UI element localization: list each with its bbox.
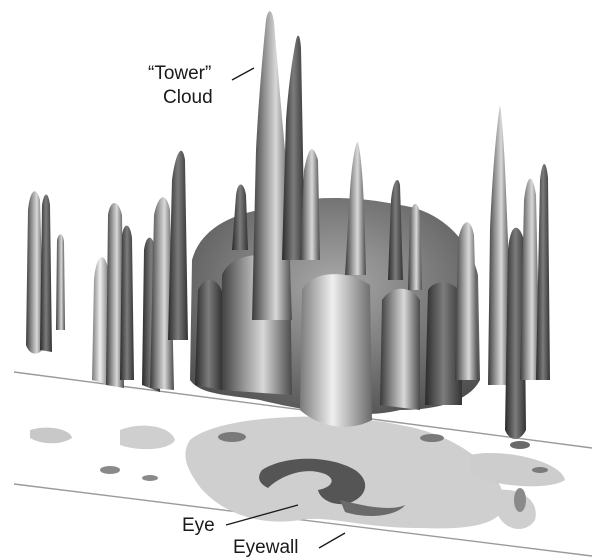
tower-cloud (232, 11, 422, 320)
eye-leader-line (225, 504, 299, 526)
right-cloud-columns (455, 105, 550, 439)
plane-bottom-edge (13, 483, 592, 557)
annotations: “Tower” Cloud Eye Eyewall (148, 63, 346, 558)
tower-label-line1: “Tower” (148, 63, 211, 84)
eye-label: Eye (182, 515, 215, 536)
eyewall-label: Eyewall (233, 537, 298, 558)
left-cloud-columns (26, 150, 188, 392)
tower-label-line2: Cloud (163, 87, 213, 108)
eyewall-leader-line (318, 532, 346, 549)
tower-leader-line (231, 67, 255, 81)
ground-rain-field (30, 416, 565, 530)
